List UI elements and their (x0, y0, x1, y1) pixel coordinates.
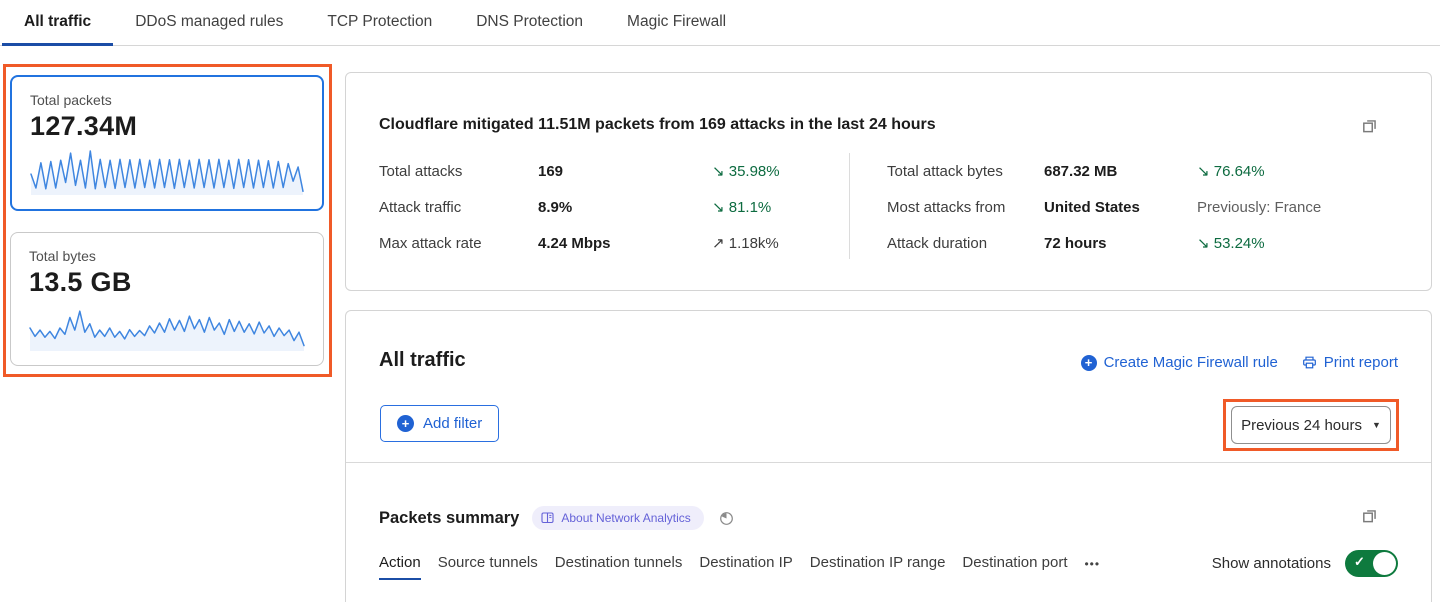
tab-tcp-protection[interactable]: TCP Protection (327, 13, 433, 30)
total-bytes-card[interactable]: Total bytes 13.5 GB (10, 232, 324, 366)
add-filter-button[interactable]: + Add filter (380, 405, 500, 442)
plus-circle-icon: + (1080, 354, 1097, 371)
stat-trend-down: ↘ 81.1% (712, 199, 772, 216)
stats-vertical-divider (849, 153, 850, 259)
stat-label: Total attacks (379, 162, 463, 180)
all-traffic-title: All traffic (379, 349, 466, 371)
stat-trend-down: ↘ 35.98% (712, 163, 780, 180)
stat-value: 687.32 MB (1044, 162, 1118, 180)
create-rule-label: Create Magic Firewall rule (1103, 354, 1278, 371)
attack-summary-panel: Cloudflare mitigated 11.51M packets from… (345, 72, 1432, 291)
show-annotations-toggle[interactable]: ✓ (1345, 550, 1398, 577)
stat-value: 4.24 Mbps (538, 234, 611, 252)
print-report-link[interactable]: Print report (1302, 354, 1398, 371)
packets-sparkline (30, 147, 304, 197)
stat-value: United States (1044, 198, 1140, 216)
packets-summary-header: Packets summary About Network Analytics (379, 506, 734, 530)
subtab-destination-ip[interactable]: Destination IP (699, 554, 793, 571)
create-magic-firewall-rule-link[interactable]: + Create Magic Firewall rule (1080, 354, 1278, 371)
all-traffic-panel: All traffic + Create Magic Firewall rule… (345, 310, 1432, 602)
bytes-sparkline (29, 303, 305, 353)
attack-stats-right: Total attack bytes 687.32 MB ↘ 76.64% Mo… (887, 153, 1321, 261)
time-range-dropdown[interactable]: Previous 24 hours ▼ (1231, 406, 1391, 444)
stat-row-total-attacks: Total attacks 169 ↘ 35.98% (379, 153, 780, 189)
expand-icon[interactable] (1361, 507, 1379, 525)
overlap-squares-icon (1363, 510, 1376, 523)
attack-summary-headline: Cloudflare mitigated 11.51M packets from… (379, 116, 936, 133)
time-range-label: Previous 24 hours (1241, 416, 1362, 434)
stat-label: Max attack rate (379, 234, 482, 252)
stat-row-most-attacks-from: Most attacks from United States Previous… (887, 189, 1321, 225)
packets-summary-title: Packets summary (379, 508, 520, 527)
tab-ddos-managed-rules[interactable]: DDoS managed rules (135, 13, 284, 30)
plus-circle-icon: + (397, 415, 414, 432)
subtab-destination-tunnels[interactable]: Destination tunnels (554, 554, 683, 571)
toggle-knob (1373, 552, 1396, 575)
overlap-squares-icon (1363, 120, 1376, 133)
subtab-destination-ip-range[interactable]: Destination IP range (809, 554, 946, 571)
stat-row-attack-traffic: Attack traffic 8.9% ↘ 81.1% (379, 189, 780, 225)
chevron-down-icon: ▼ (1371, 420, 1381, 430)
stat-label: Most attacks from (887, 198, 1006, 216)
tab-dns-protection[interactable]: DNS Protection (476, 13, 584, 30)
stat-value: 169 (538, 162, 564, 180)
subtab-action[interactable]: Action (379, 554, 421, 580)
add-filter-label: Add filter (423, 415, 483, 432)
expand-icon[interactable] (1361, 117, 1379, 135)
subtab-destination-port[interactable]: Destination port (962, 554, 1068, 571)
stat-row-max-attack-rate: Max attack rate 4.24 Mbps ↗ 1.18k% (379, 225, 780, 261)
metric-card-label: Total bytes (29, 248, 96, 264)
print-report-label: Print report (1323, 354, 1398, 371)
show-annotations-label: Show annotations (1211, 555, 1331, 572)
panel-header-links: + Create Magic Firewall rule Print repor… (1080, 354, 1398, 371)
more-tabs-ellipsis-icon[interactable]: ••• (1084, 557, 1101, 571)
tab-magic-firewall[interactable]: Magic Firewall (627, 13, 727, 30)
total-packets-card[interactable]: Total packets 127.34M (10, 75, 324, 211)
section-divider (346, 462, 1431, 463)
metric-card-label: Total packets (30, 92, 112, 108)
metric-card-value: 127.34M (30, 111, 138, 141)
attack-stats-left: Total attacks 169 ↘ 35.98% Attack traffi… (379, 153, 780, 261)
stat-row-total-attack-bytes: Total attack bytes 687.32 MB ↘ 76.64% (887, 153, 1321, 189)
stat-trend-up: ↗ 1.18k% (712, 235, 779, 252)
badge-label: About Network Analytics (561, 511, 691, 525)
stat-label: Attack traffic (379, 198, 462, 216)
tab-all-traffic[interactable]: All traffic (2, 0, 114, 46)
stat-label: Attack duration (887, 234, 988, 252)
data-freshness-clock-icon[interactable] (719, 511, 734, 526)
stat-label: Total attack bytes (887, 162, 1003, 180)
packets-summary-tab-bar: Action Source tunnels Destination tunnel… (379, 554, 1100, 580)
top-tab-bar: All traffic DDoS managed rules TCP Prote… (0, 0, 1440, 46)
check-icon: ✓ (1354, 554, 1365, 569)
about-network-analytics-badge[interactable]: About Network Analytics (532, 506, 704, 530)
metric-card-value: 13.5 GB (29, 267, 132, 297)
subtab-source-tunnels[interactable]: Source tunnels (437, 554, 538, 571)
stat-trend-down: ↘ 53.24% (1197, 235, 1265, 252)
stat-row-attack-duration: Attack duration 72 hours ↘ 53.24% (887, 225, 1321, 261)
book-icon (541, 512, 554, 524)
stat-previous-value: Previously: France (1197, 198, 1322, 216)
printer-icon (1302, 356, 1316, 369)
stat-value: 8.9% (538, 198, 573, 216)
stat-trend-down: ↘ 76.64% (1197, 163, 1265, 180)
show-annotations-control: Show annotations ✓ (1212, 550, 1398, 577)
stat-value: 72 hours (1044, 234, 1107, 252)
